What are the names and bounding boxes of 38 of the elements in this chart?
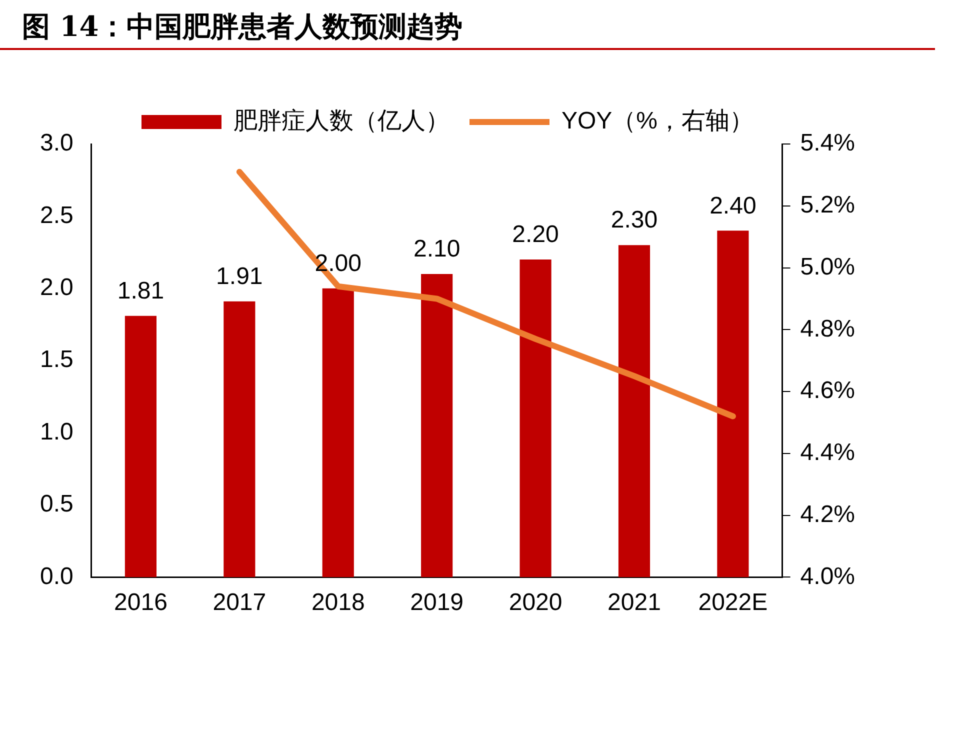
x-tick-label: 2021 (608, 589, 661, 616)
bar (520, 260, 552, 578)
data-label: 2.20 (512, 221, 559, 248)
y2-tick-label: 5.0% (800, 253, 855, 280)
data-label: 1.81 (117, 277, 164, 304)
x-tick-label: 2018 (311, 589, 365, 616)
data-label: 2.40 (710, 192, 756, 220)
y2-tick-label: 4.0% (800, 562, 855, 590)
y-tick-label: 1.5 (40, 346, 74, 374)
x-tick-label: 2020 (508, 589, 562, 616)
bar (421, 274, 453, 578)
legend-label: 肥胖症人数（亿人） (233, 108, 450, 135)
data-label: 2.10 (413, 236, 460, 263)
data-label: 2.30 (610, 206, 658, 234)
x-tick-label: 2019 (410, 589, 464, 616)
x-tick-label: 2022E (698, 589, 768, 616)
y2-tick-label: 4.8% (800, 315, 855, 342)
y2-tick-label: 4.6% (800, 377, 855, 404)
x-tick-label: 2017 (212, 589, 266, 616)
chart-title: 图 14：中国肥胖患者人数预测趋势 (22, 9, 463, 45)
y-tick-label: 1.0 (40, 418, 74, 446)
bar (717, 230, 749, 578)
bar (618, 245, 650, 578)
legend-label: YOY（%，右轴） (561, 108, 754, 135)
y2-tick-label: 4.2% (800, 500, 855, 528)
y2-tick-label: 5.4% (800, 130, 855, 157)
bar (124, 316, 157, 578)
y2-tick-label: 5.2% (800, 192, 855, 219)
y-tick-label: 0.0 (40, 562, 74, 590)
y2-tick-label: 4.4% (800, 439, 855, 466)
bar (322, 288, 354, 578)
data-label: 1.91 (216, 263, 263, 290)
x-tick-label: 2016 (114, 589, 168, 616)
y-tick-label: 3.0 (40, 130, 74, 157)
y-tick-label: 2.0 (40, 274, 74, 302)
bar (224, 301, 256, 578)
y-tick-label: 0.5 (40, 490, 74, 518)
y-tick-label: 2.5 (40, 202, 74, 229)
